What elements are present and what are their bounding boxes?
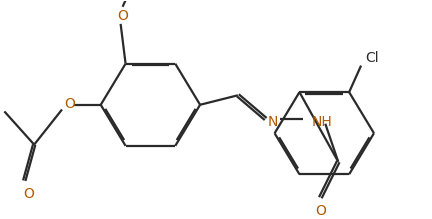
Text: N: N	[268, 115, 278, 129]
Text: O: O	[117, 9, 128, 23]
Text: Cl: Cl	[365, 51, 379, 65]
Text: O: O	[64, 97, 75, 111]
Text: O: O	[23, 187, 34, 201]
Text: O: O	[315, 204, 326, 218]
Text: NH: NH	[311, 115, 332, 129]
